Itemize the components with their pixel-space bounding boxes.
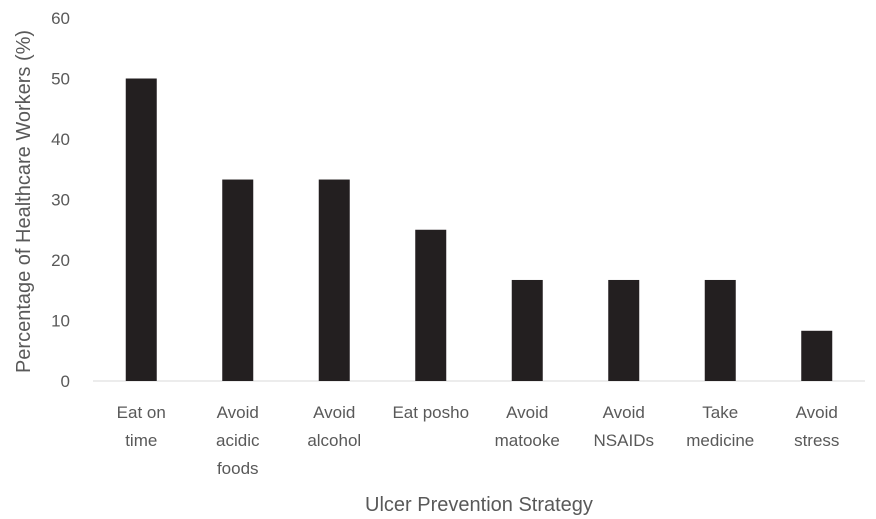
x-tick-label: Eat posho	[392, 403, 469, 422]
bars	[125, 78, 833, 381]
bar	[222, 179, 254, 381]
x-tick-label-line: foods	[217, 459, 259, 478]
bar	[415, 229, 447, 381]
x-tick-label-line: Avoid	[796, 403, 838, 422]
bar	[125, 78, 157, 381]
x-tick-label-line: matooke	[495, 431, 560, 450]
y-tick-label: 20	[51, 251, 70, 270]
y-axis-title: Percentage of Healthcare Workers (%)	[13, 30, 35, 373]
x-tick-label-line: Eat posho	[392, 403, 469, 422]
x-tick-label-line: Avoid	[313, 403, 355, 422]
x-tick-label: Avoid stress	[794, 403, 839, 450]
y-tick-label: 50	[51, 70, 70, 89]
bar	[511, 279, 543, 381]
x-tick-label: Take medicine	[686, 403, 754, 450]
x-tick-label: Avoid alcohol	[307, 403, 361, 450]
x-tick-label-line: stress	[794, 431, 839, 450]
x-axis-title: Ulcer Prevention Strategy	[365, 494, 593, 516]
y-tick-label: 30	[51, 191, 70, 210]
x-tick-label-line: Eat on	[117, 403, 166, 422]
category-labels: Eat on time Avoid acidic foods Avoid alcohol Ea…	[117, 403, 840, 478]
x-tick-label-line: Avoid	[603, 403, 645, 422]
x-tick-label-line: medicine	[686, 431, 754, 450]
x-tick-label-line: alcohol	[307, 431, 361, 450]
y-axis-ticks: 0 10 20 30 40 50 60	[51, 9, 70, 391]
x-tick-label: Eat on time	[117, 403, 166, 450]
x-tick-label: Avoid matooke	[495, 403, 560, 450]
bar	[801, 330, 833, 381]
y-tick-label: 0	[61, 372, 70, 391]
x-tick-label-line: acidic	[216, 431, 260, 450]
y-tick-label: 60	[51, 9, 70, 28]
bar	[608, 279, 640, 381]
x-tick-label-line: NSAIDs	[594, 431, 654, 450]
x-tick-label-line: Avoid	[506, 403, 548, 422]
x-tick-label-line: time	[125, 431, 157, 450]
y-tick-label: 10	[51, 312, 70, 331]
x-tick-label-line: Avoid	[217, 403, 259, 422]
bar	[704, 279, 736, 381]
y-tick-label: 40	[51, 130, 70, 149]
bar	[318, 179, 350, 381]
x-tick-label-line: Take	[702, 403, 738, 422]
x-tick-label: Avoid NSAIDs	[594, 403, 654, 450]
x-tick-label: Avoid acidic foods	[216, 403, 260, 478]
